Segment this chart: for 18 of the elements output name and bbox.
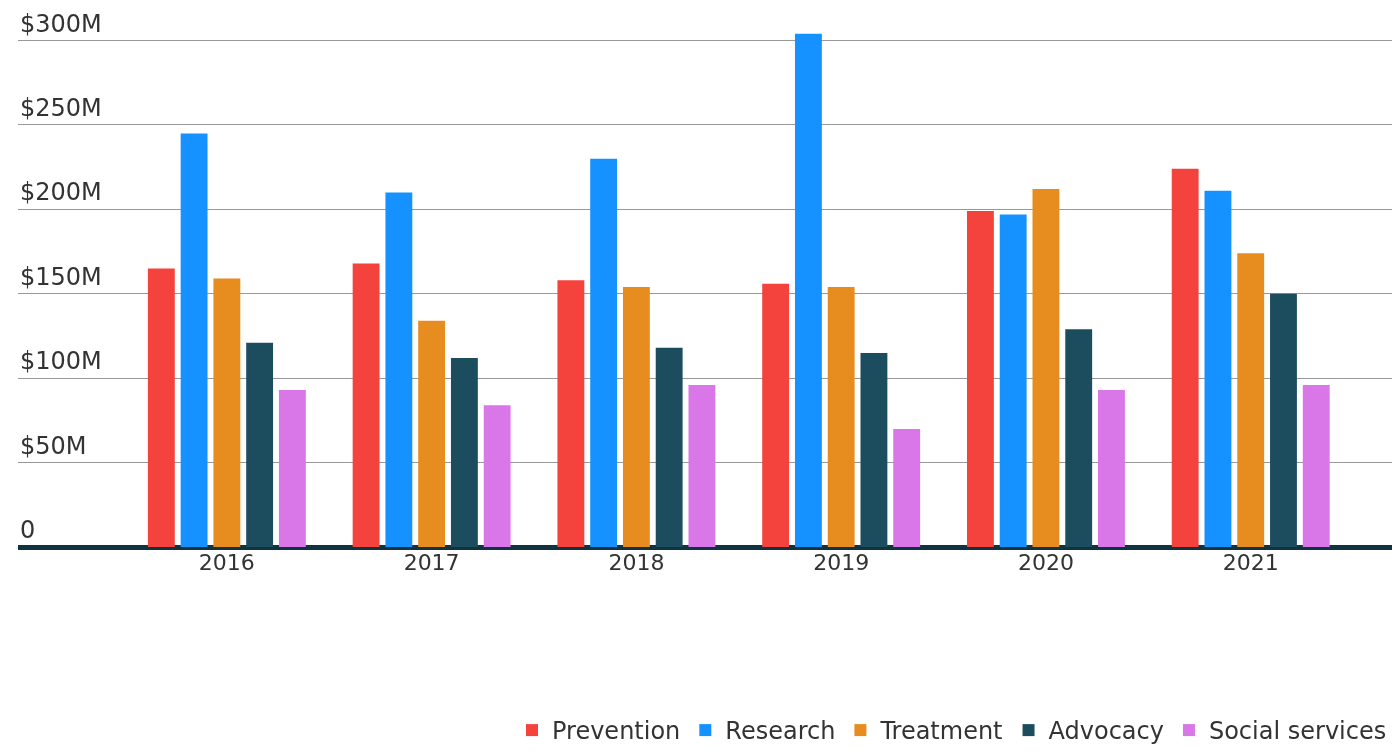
y-tick-label: $50M <box>20 432 87 460</box>
legend-label: Research <box>725 717 836 746</box>
y-tick-label: $100M <box>20 347 102 375</box>
y-tick-label: $300M <box>20 10 102 38</box>
y-tick-label: $250M <box>20 94 102 122</box>
y-tick-label: $200M <box>20 178 102 206</box>
x-tick-label: 2016 <box>198 550 255 576</box>
y-tick-label: $150M <box>20 263 102 291</box>
legend-label: Treatment <box>879 717 1003 746</box>
x-tick-label: 2020 <box>1017 550 1074 576</box>
x-tick-label: 2019 <box>813 550 870 576</box>
x-tick-label: 2017 <box>403 550 460 576</box>
y-tick-label: 0 <box>20 516 36 544</box>
legend-label: Advocacy <box>1048 717 1164 746</box>
legend-label: Social services <box>1208 717 1387 746</box>
legend-label: Prevention <box>552 717 681 746</box>
x-tick-label: 2021 <box>1222 550 1279 576</box>
x-tick-label: 2018 <box>608 550 665 576</box>
